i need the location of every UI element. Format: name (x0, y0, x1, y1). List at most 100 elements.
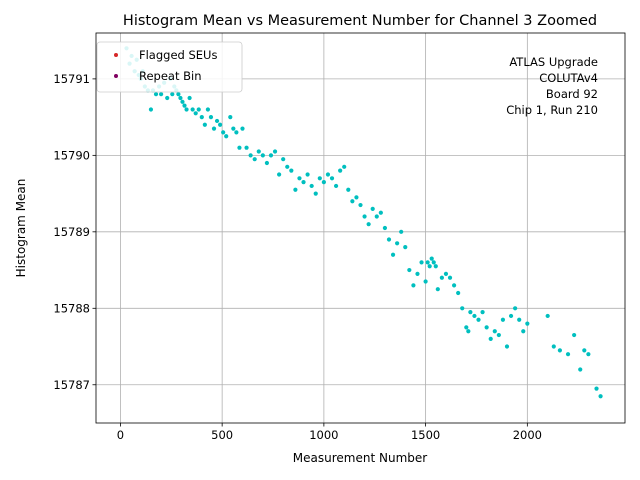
data-point (425, 260, 430, 265)
y-axis-label: Histogram Mean (14, 179, 28, 278)
data-point (329, 176, 335, 181)
data-point (362, 214, 367, 219)
data-point (423, 279, 428, 284)
data-point (218, 122, 223, 127)
annotation-line: COLUTAv4 (539, 71, 598, 85)
data-point (451, 283, 457, 288)
data-point (525, 321, 530, 326)
data-point (272, 149, 278, 154)
annotation-box: ATLAS Upgrade COLUTAv4 Board 92 Chip 1, … (506, 55, 598, 117)
data-point (378, 210, 383, 215)
data-point (208, 115, 214, 120)
data-point (399, 229, 404, 234)
data-point (153, 92, 159, 97)
data-point (492, 329, 497, 334)
plot-background (96, 33, 625, 423)
data-point (565, 352, 571, 357)
data-point (231, 126, 236, 131)
data-point (366, 222, 371, 227)
data-point (159, 92, 164, 97)
y-tick-label: 15787 (53, 378, 90, 392)
data-point (572, 332, 577, 338)
data-point (202, 122, 207, 127)
data-point (517, 317, 522, 322)
data-point (342, 164, 347, 169)
data-point (582, 348, 587, 353)
data-point (260, 153, 265, 158)
data-point (190, 107, 195, 112)
data-point (170, 92, 175, 97)
data-point (184, 107, 189, 112)
annotation-line: ATLAS Upgrade (509, 55, 598, 69)
data-point (193, 111, 198, 116)
data-point (240, 126, 245, 131)
data-point (466, 329, 471, 334)
data-point (205, 107, 211, 112)
data-point (256, 149, 261, 154)
data-point (386, 237, 392, 242)
data-point (176, 92, 181, 97)
y-tick-label: 15790 (53, 148, 90, 162)
annotation-line: Board 92 (546, 87, 598, 101)
data-point (545, 313, 550, 319)
data-point (390, 252, 396, 257)
data-point (305, 172, 310, 177)
data-point (224, 134, 229, 139)
data-point (321, 180, 326, 185)
data-point (281, 157, 286, 162)
data-point (214, 118, 220, 124)
data-point (395, 241, 400, 246)
data-point (508, 313, 514, 319)
data-point (484, 325, 489, 330)
data-point (293, 187, 298, 192)
legend-label-repeat-bin: Repeat Bin (139, 69, 202, 83)
data-point (496, 332, 501, 338)
data-point (513, 306, 518, 311)
data-point (447, 275, 453, 280)
data-point (264, 160, 270, 166)
data-point (187, 95, 192, 101)
data-point (382, 225, 388, 231)
data-point (350, 199, 355, 204)
x-tick-label: 500 (211, 428, 233, 442)
data-point (301, 180, 306, 185)
data-point (211, 126, 217, 131)
data-point (419, 260, 424, 265)
data-point (407, 267, 412, 273)
data-point (178, 95, 183, 101)
data-point (244, 145, 249, 150)
data-point (148, 107, 154, 112)
data-point (460, 306, 465, 311)
data-point (358, 202, 363, 208)
legend-label-flagged-seus: Flagged SEUs (139, 48, 217, 62)
data-point (500, 317, 506, 322)
data-point (237, 145, 242, 150)
legend-marker-repeat-bin (114, 74, 118, 78)
axis-ticks: 0 500 1000 1500 2000 15787 15788 15789 15790 1579… (53, 72, 542, 442)
data-point (551, 344, 556, 349)
data-point (196, 107, 201, 112)
data-point (221, 130, 226, 135)
legend-marker-flagged-seus (114, 53, 118, 57)
data-point (427, 264, 432, 269)
data-point (289, 168, 294, 173)
legend-box (96, 41, 243, 93)
x-tick-label: 2000 (513, 428, 542, 442)
data-point (165, 95, 170, 101)
data-point (504, 344, 510, 349)
legend: Flagged SEUs Repeat Bin (96, 41, 243, 93)
data-point (248, 153, 253, 158)
data-point (325, 172, 331, 177)
data-point (354, 195, 359, 200)
data-point (228, 115, 233, 120)
data-point (433, 264, 438, 269)
data-point (346, 187, 351, 192)
data-point (309, 183, 314, 189)
annotation-line: Chip 1, Run 210 (506, 103, 598, 117)
data-point (586, 352, 591, 357)
data-point (557, 348, 562, 353)
data-point (429, 256, 434, 261)
data-point (598, 394, 603, 399)
data-point (443, 271, 449, 276)
